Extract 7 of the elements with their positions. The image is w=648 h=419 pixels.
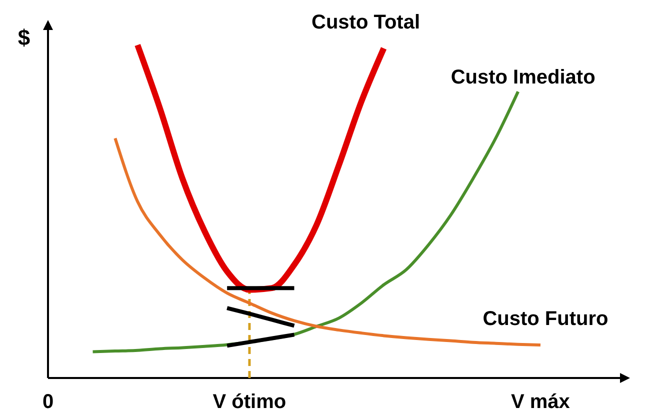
- series-label: Custo Imediato: [450, 66, 596, 89]
- series-label: Custo Futuro: [482, 308, 608, 330]
- x-tick-label: V ótimo: [212, 391, 286, 413]
- series-label: Custo Total: [312, 11, 420, 34]
- x-tick-label: V máx: [510, 391, 570, 413]
- y-axis-title: $: [18, 25, 30, 50]
- x-tick-label: 0: [42, 391, 54, 413]
